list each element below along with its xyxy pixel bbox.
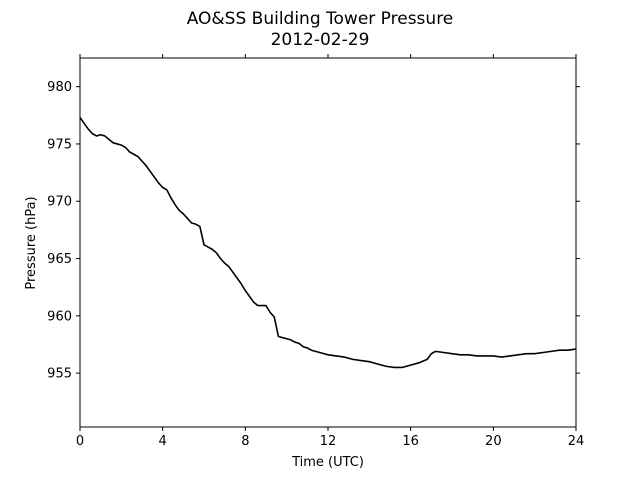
y-tick-label: 970 (47, 195, 72, 210)
x-tick-label: 16 (402, 434, 419, 449)
y-tick-label: 980 (47, 80, 72, 95)
chart-title: AO&SS Building Tower Pressure (187, 9, 454, 29)
x-tick-label: 4 (159, 434, 167, 449)
y-tick-label: 975 (47, 137, 72, 152)
x-tick-label: 0 (76, 434, 84, 449)
plot-area: 0 4 8 12 16 20 24 955 960 965 970 975 980 (47, 54, 584, 449)
x-tick-label: 24 (568, 434, 585, 449)
y-tick-label: 965 (47, 252, 72, 267)
x-tick-label: 20 (485, 434, 502, 449)
y-tick-label: 955 (47, 367, 72, 382)
chart-subtitle: 2012-02-29 (271, 30, 370, 50)
x-tick-label: 12 (320, 434, 337, 449)
y-tick-label: 960 (47, 309, 72, 324)
x-axis-label: Time (UTC) (291, 455, 364, 470)
x-tick-label: 8 (241, 434, 249, 449)
plot-frame (79, 57, 577, 428)
pressure-series-line (79, 117, 577, 369)
y-axis-label: Pressure (hPa) (24, 196, 39, 289)
